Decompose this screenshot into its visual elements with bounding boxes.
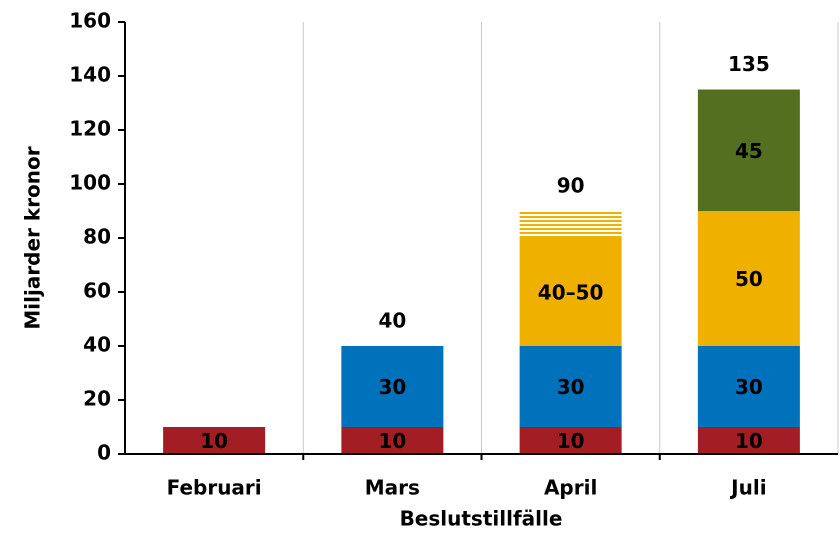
bar-segment <box>519 238 622 346</box>
y-tick-label: 0 <box>97 441 111 465</box>
bar-segment <box>341 346 444 427</box>
segment-label: 10 <box>378 429 406 453</box>
y-tick-label: 20 <box>83 387 111 411</box>
segment-label: 10 <box>735 429 763 453</box>
segment-label: 30 <box>557 375 585 399</box>
x-tick-label: April <box>544 476 597 500</box>
x-tick-label: Juli <box>729 476 766 500</box>
bar-segment <box>163 427 266 454</box>
y-tick-label: 80 <box>83 225 111 249</box>
y-tick-label: 100 <box>69 171 111 195</box>
bar-segment <box>519 346 622 427</box>
segment-label: 50 <box>735 267 763 291</box>
x-tick-label: Mars <box>365 476 420 500</box>
total-label: 90 <box>557 174 585 198</box>
y-tick-label: 40 <box>83 333 111 357</box>
bar-segment <box>697 89 800 211</box>
bar-segment <box>519 211 622 238</box>
bar-segment <box>697 427 800 454</box>
y-tick-label: 120 <box>69 117 111 141</box>
total-label: 40 <box>378 309 406 333</box>
x-axis-label: Beslutstillfälle <box>400 507 563 531</box>
segment-label: 45 <box>735 139 763 163</box>
x-tick-label: Februari <box>167 476 262 500</box>
total-label: 135 <box>728 52 770 76</box>
bar-segment <box>341 427 444 454</box>
segment-label: 10 <box>200 429 228 453</box>
y-axis-label: Miljarder kronor <box>21 146 45 329</box>
y-tick-label: 160 <box>69 9 111 33</box>
bar-segment <box>697 346 800 427</box>
segment-label: 40–50 <box>538 281 604 305</box>
segment-label: 10 <box>557 429 585 453</box>
y-tick-label: 60 <box>83 279 111 303</box>
bar-segment <box>697 211 800 346</box>
bar-segment <box>519 427 622 454</box>
segment-label: 30 <box>378 375 406 399</box>
segment-label: 30 <box>735 375 763 399</box>
y-tick-label: 140 <box>69 63 111 87</box>
